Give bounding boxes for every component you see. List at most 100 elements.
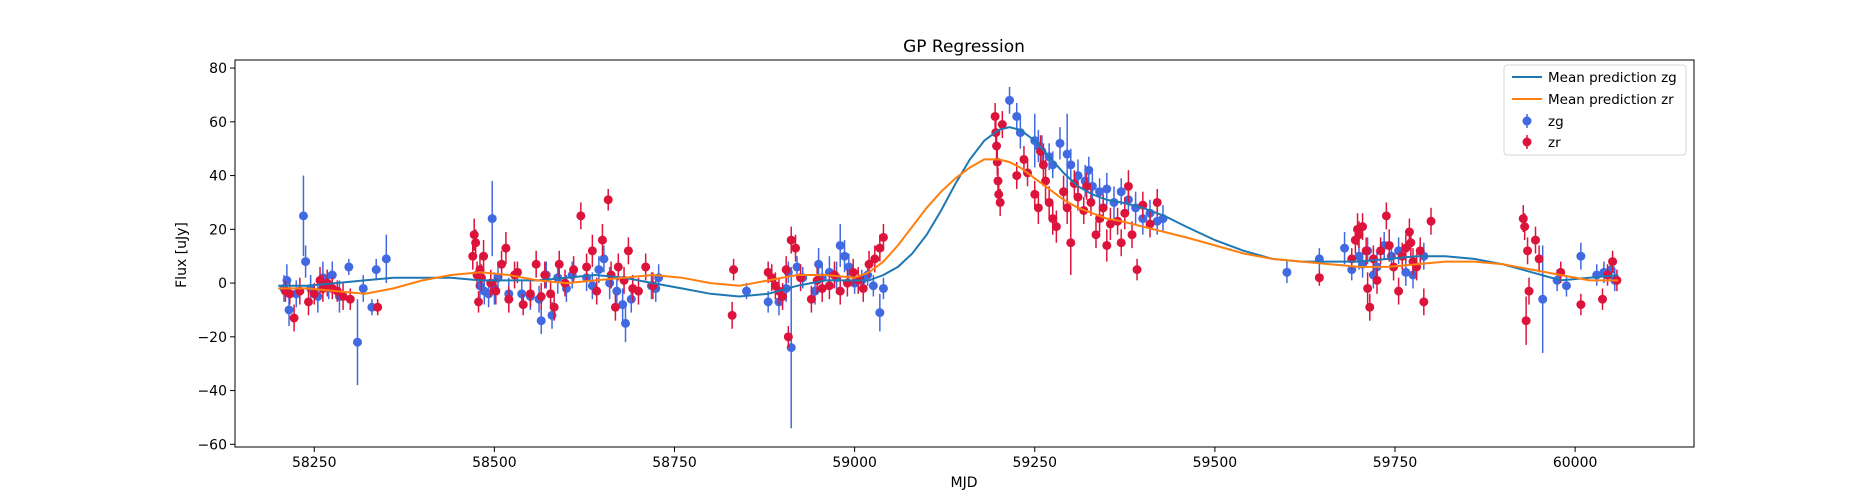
y-tick-label: 20 [209, 222, 227, 238]
point-zr [727, 310, 737, 320]
point-zr [858, 283, 868, 293]
point-zr [1048, 214, 1058, 224]
point-zg [344, 262, 354, 272]
point-zr [993, 176, 1003, 186]
y-tick-label: 80 [209, 61, 227, 77]
point-zg [487, 214, 497, 224]
point-zr [1521, 316, 1531, 326]
point-zg [792, 262, 802, 272]
point-zr [576, 211, 586, 221]
point-zr [875, 243, 885, 253]
x-tick-label: 58250 [292, 455, 337, 471]
point-zg [1062, 149, 1072, 159]
legend-label-zr: zr [1548, 135, 1561, 151]
point-zr [525, 289, 535, 299]
point-zg [594, 265, 604, 275]
point-zr [1105, 219, 1115, 229]
point-zr [518, 300, 528, 310]
point-zr [1365, 302, 1375, 312]
point-zr [554, 259, 564, 269]
point-zr [1059, 187, 1069, 197]
point-zr [729, 265, 739, 275]
legend-marker-zg [1522, 116, 1532, 126]
point-zg [352, 337, 362, 347]
point-zg [1576, 251, 1586, 261]
y-tick-label: −20 [197, 330, 227, 346]
point-zr [1419, 297, 1429, 307]
y-tick-label: −40 [197, 384, 227, 400]
line-mean-prediction-zg [278, 126, 1619, 298]
point-zg [1012, 111, 1022, 121]
point-zr [1062, 203, 1072, 213]
point-zr [471, 238, 481, 248]
point-zr [1376, 246, 1386, 256]
point-zr [1520, 222, 1530, 232]
point-zr [781, 265, 791, 275]
point-zr [1358, 222, 1368, 232]
y-axis-ticks: −60 −40 −20 0 20 40 60 80 [197, 61, 235, 453]
point-zr [817, 283, 827, 293]
x-axis-ticks: 58250 58500 58750 59000 59250 59500 59750 60000 [292, 447, 1597, 471]
point-zr [1354, 230, 1364, 240]
point-zr [610, 302, 620, 312]
point-zr [1091, 230, 1101, 240]
point-zr [501, 243, 511, 253]
point-zg [1066, 160, 1076, 170]
y-axis-label: Flux [uJy] [174, 222, 190, 288]
point-zr [641, 262, 651, 272]
point-zg [1055, 138, 1065, 148]
point-zr [497, 259, 507, 269]
point-zr [303, 297, 313, 307]
point-zr [1098, 203, 1108, 213]
point-zr [536, 292, 546, 301]
point-zr [1314, 273, 1324, 283]
x-tick-label: 59000 [832, 455, 877, 471]
point-zr [1044, 197, 1054, 207]
point-zr [582, 262, 592, 272]
point-zr [1051, 222, 1061, 232]
point-zr [1426, 216, 1436, 226]
x-tick-label: 59500 [1193, 455, 1238, 471]
legend-marker-zr [1522, 137, 1532, 147]
point-zr [1368, 254, 1378, 264]
x-tick-label: 58500 [472, 455, 517, 471]
point-zg [547, 310, 557, 320]
point-zr [1523, 246, 1533, 256]
point-zg [371, 265, 381, 275]
point-zr [531, 259, 541, 269]
point-zg [327, 270, 337, 280]
point-zg [1561, 281, 1571, 291]
point-zr [373, 302, 383, 312]
y-tick-label: 60 [209, 115, 227, 131]
point-zg [1005, 95, 1015, 105]
point-zr [1082, 181, 1092, 191]
point-zr [848, 267, 858, 277]
point-zg [282, 275, 292, 285]
point-zr [1123, 181, 1133, 191]
point-zr [613, 262, 623, 272]
point-zr [587, 246, 597, 256]
point-zr [1372, 275, 1382, 285]
point-zr [1019, 154, 1029, 164]
point-zr [1012, 171, 1022, 181]
point-zg [358, 283, 368, 293]
point-zr [546, 289, 556, 299]
point-zr [1415, 246, 1425, 256]
point-zg [381, 254, 391, 264]
line-mean-prediction-zr [278, 158, 1619, 295]
point-zr [994, 189, 1004, 199]
point-zr [990, 111, 1000, 121]
point-zr [1145, 219, 1155, 229]
point-zr [603, 195, 613, 205]
point-zr [1120, 208, 1130, 218]
legend: Mean prediction zg Mean prediction zr zg… [1503, 64, 1687, 156]
point-zr [997, 120, 1007, 129]
legend-label-zg: zg [1548, 114, 1564, 130]
point-zg [1282, 267, 1292, 277]
point-zr [633, 286, 643, 296]
point-zg [1084, 165, 1094, 175]
point-zr [491, 286, 501, 296]
point-zr [864, 259, 874, 269]
point-zr [1394, 286, 1404, 296]
point-zr [1608, 257, 1618, 267]
